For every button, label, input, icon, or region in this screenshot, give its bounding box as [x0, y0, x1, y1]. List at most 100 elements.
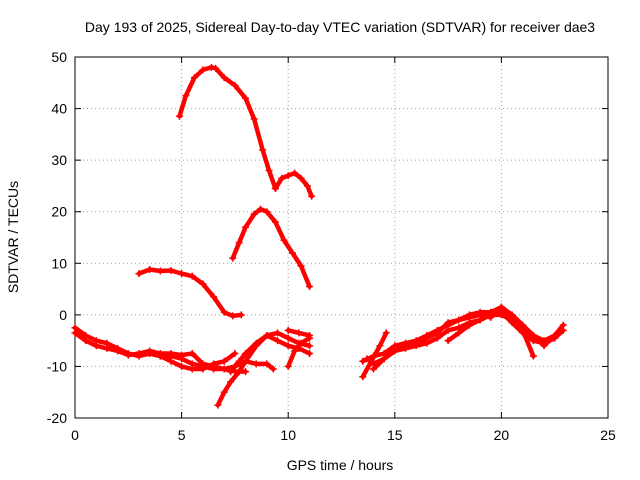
- series-arc-4: [135, 265, 245, 320]
- data-point: [508, 316, 516, 324]
- data-point: [199, 66, 207, 74]
- data-point: [146, 350, 154, 358]
- data-point: [263, 208, 271, 216]
- data-point: [220, 308, 228, 316]
- data-point: [269, 365, 277, 373]
- data-point: [212, 64, 220, 72]
- data-series: [71, 63, 567, 409]
- data-point: [242, 357, 250, 365]
- data-point: [135, 350, 143, 358]
- data-point: [263, 360, 271, 368]
- data-point: [235, 357, 243, 365]
- data-point: [306, 331, 314, 339]
- data-point: [167, 357, 175, 365]
- data-point: [306, 350, 314, 358]
- series-arc-10: [284, 334, 314, 370]
- data-point: [231, 81, 239, 89]
- data-point: [252, 339, 260, 347]
- data-point: [256, 205, 264, 213]
- series-line: [230, 206, 312, 289]
- data-point: [288, 249, 296, 257]
- data-point: [220, 74, 228, 82]
- data-point: [271, 218, 279, 226]
- data-point: [540, 337, 548, 345]
- data-point: [274, 337, 282, 345]
- data-point: [519, 324, 527, 332]
- data-point: [291, 347, 299, 355]
- data-point: [146, 265, 154, 273]
- series-arc-1: [175, 63, 279, 193]
- data-point: [250, 210, 258, 218]
- x-tick-label: 25: [600, 427, 616, 443]
- data-point: [274, 329, 282, 337]
- data-point: [175, 112, 183, 120]
- data-point: [391, 347, 399, 355]
- data-point: [284, 342, 292, 350]
- data-point: [271, 185, 279, 193]
- data-point: [444, 337, 452, 345]
- data-point: [559, 326, 567, 334]
- data-point: [135, 270, 143, 278]
- data-point: [227, 378, 235, 386]
- x-tick-label: 0: [71, 427, 79, 443]
- grid: [75, 57, 608, 418]
- data-point: [178, 351, 186, 359]
- data-point: [369, 352, 377, 360]
- plot-frame: [74, 56, 609, 419]
- y-tick-label: 10: [51, 255, 67, 271]
- data-point: [280, 236, 288, 244]
- data-point: [308, 192, 316, 200]
- data-point: [114, 347, 122, 355]
- axis-ticks: 0 5 10 15 20 25 -20 -10 0 10 20 30 40 50: [47, 49, 616, 443]
- series-arc-2: [271, 169, 316, 200]
- data-point: [284, 326, 292, 334]
- data-point: [178, 362, 186, 370]
- x-tick-label: 10: [280, 427, 296, 443]
- data-point: [156, 352, 164, 360]
- data-point: [465, 321, 473, 329]
- data-point: [207, 63, 215, 71]
- data-point: [401, 342, 409, 350]
- data-point: [297, 174, 305, 182]
- series-line: [371, 304, 536, 372]
- data-point: [412, 339, 420, 347]
- data-point: [220, 357, 228, 365]
- data-point: [182, 92, 190, 100]
- data-point: [423, 334, 431, 342]
- data-point: [359, 357, 367, 365]
- data-point: [124, 351, 132, 359]
- series-arc-3: [229, 205, 314, 290]
- data-point: [380, 355, 388, 363]
- data-point: [306, 282, 314, 290]
- chart-title: Day 193 of 2025, Sidereal Day-to-day VTE…: [85, 19, 595, 35]
- data-point: [359, 373, 367, 381]
- data-point: [529, 352, 537, 360]
- data-point: [465, 313, 473, 321]
- data-point: [92, 342, 100, 350]
- data-point: [303, 182, 311, 190]
- data-point: [363, 355, 371, 363]
- y-tick-label: 0: [59, 307, 67, 323]
- series-arc-7: [146, 350, 239, 373]
- data-point: [497, 311, 505, 319]
- data-point: [250, 115, 258, 123]
- data-point: [284, 362, 292, 370]
- y-axis-label: SDTVAR / TECUs: [5, 181, 21, 293]
- data-point: [487, 311, 495, 319]
- data-point: [476, 316, 484, 324]
- data-point: [306, 342, 314, 350]
- data-point: [235, 368, 243, 376]
- data-point: [263, 331, 271, 339]
- data-point: [178, 270, 186, 278]
- data-point: [214, 401, 222, 409]
- data-point: [433, 329, 441, 337]
- series-arc-11: [284, 326, 314, 339]
- data-point: [455, 316, 463, 324]
- data-point: [210, 293, 218, 301]
- data-point: [242, 350, 250, 358]
- data-point: [167, 350, 175, 358]
- data-point: [284, 172, 292, 180]
- data-point: [188, 350, 196, 358]
- data-point: [229, 254, 237, 262]
